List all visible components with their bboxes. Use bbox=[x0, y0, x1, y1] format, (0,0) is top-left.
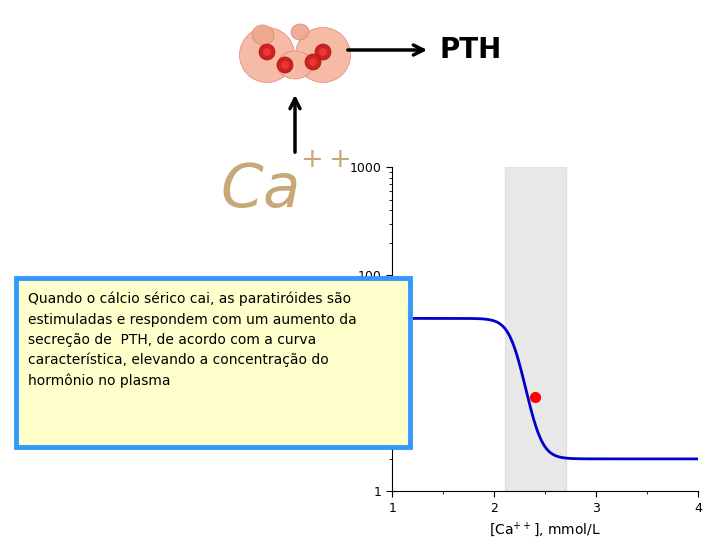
Circle shape bbox=[263, 48, 271, 56]
Circle shape bbox=[259, 44, 275, 60]
Text: $^{++}$: $^{++}$ bbox=[300, 151, 351, 189]
Text: PTH: PTH bbox=[440, 36, 503, 64]
Circle shape bbox=[277, 57, 293, 73]
FancyBboxPatch shape bbox=[16, 278, 410, 447]
Circle shape bbox=[319, 48, 327, 56]
Ellipse shape bbox=[240, 28, 294, 83]
Y-axis label: PTH, pg/mL: PTH, pg/mL bbox=[332, 289, 346, 369]
Circle shape bbox=[315, 44, 331, 60]
Ellipse shape bbox=[295, 28, 351, 83]
Ellipse shape bbox=[291, 24, 309, 40]
Bar bbox=[505, 167, 566, 491]
Text: $Ca$: $Ca$ bbox=[220, 160, 298, 220]
Ellipse shape bbox=[277, 51, 312, 79]
Text: Quando o cálcio sérico cai, as paratiróides são
estimuladas e respondem com um a: Quando o cálcio sérico cai, as paratirói… bbox=[28, 292, 356, 388]
Circle shape bbox=[309, 58, 317, 66]
Ellipse shape bbox=[252, 25, 274, 45]
X-axis label: $[\mathregular{Ca}^{++}]$, mmol/L: $[\mathregular{Ca}^{++}]$, mmol/L bbox=[490, 521, 601, 539]
Circle shape bbox=[281, 61, 289, 69]
Circle shape bbox=[305, 54, 321, 70]
